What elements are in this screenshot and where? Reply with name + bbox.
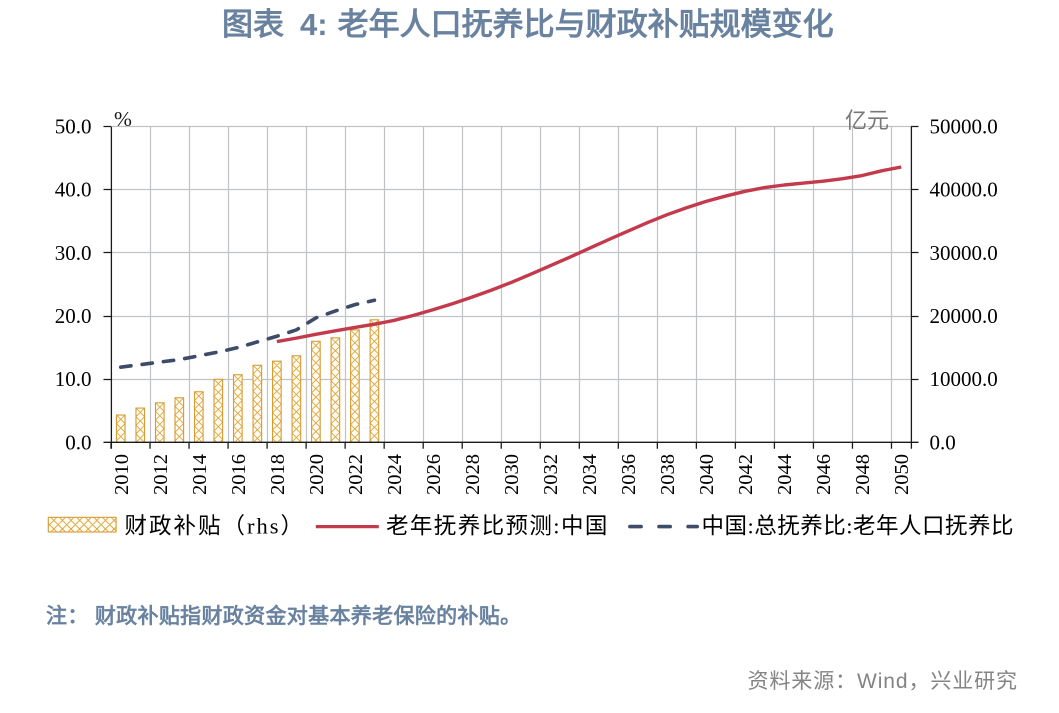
svg-text:2038: 2038 xyxy=(657,454,679,495)
svg-text:图表4:老年人口抚养比与财政补贴规模变化: 图表 4: 老年人口抚养比与财政补贴规模变化 xyxy=(222,7,834,42)
svg-text:财政补贴（rhs）: 财政补贴（rhs） xyxy=(125,514,306,539)
svg-text:2026: 2026 xyxy=(423,454,445,495)
svg-text:2010: 2010 xyxy=(111,454,133,495)
svg-text:30.0: 30.0 xyxy=(55,241,92,265)
svg-text:50000.0: 50000.0 xyxy=(930,115,998,139)
svg-text:2016: 2016 xyxy=(228,454,250,495)
svg-text:30000.0: 30000.0 xyxy=(930,241,998,265)
svg-text:%: % xyxy=(114,107,132,131)
svg-text:资料来源：Wind，兴业研究: 资料来源：Wind，兴业研究 xyxy=(748,670,1018,693)
svg-text:2034: 2034 xyxy=(579,454,601,495)
svg-text:亿元: 亿元 xyxy=(845,108,889,133)
svg-text:2024: 2024 xyxy=(384,454,406,495)
svg-text:2048: 2048 xyxy=(852,454,874,495)
svg-text:2028: 2028 xyxy=(462,454,484,495)
svg-text:注： 财政补贴指财政资金对基本养老保险的补贴。: 注： 财政补贴指财政资金对基本养老保险的补贴。 xyxy=(46,604,521,628)
svg-text:2014: 2014 xyxy=(189,454,211,495)
svg-text:2040: 2040 xyxy=(696,454,718,495)
svg-text:中国:总抚养比:老年人口抚养比: 中国:总抚养比:老年人口抚养比 xyxy=(702,514,1015,539)
svg-text:20.0: 20.0 xyxy=(55,304,92,328)
svg-text:2022: 2022 xyxy=(345,454,367,495)
svg-text:2020: 2020 xyxy=(306,454,328,495)
svg-text:2046: 2046 xyxy=(813,454,835,495)
svg-text:0.0: 0.0 xyxy=(65,430,91,454)
svg-text:10.0: 10.0 xyxy=(55,367,92,391)
svg-text:2018: 2018 xyxy=(267,454,289,495)
svg-text:2050: 2050 xyxy=(891,454,913,495)
svg-text:50.0: 50.0 xyxy=(55,115,92,139)
svg-text:老年抚养比预测:中国: 老年抚养比预测:中国 xyxy=(386,514,609,539)
svg-text:2032: 2032 xyxy=(540,454,562,495)
svg-text:2044: 2044 xyxy=(774,454,796,495)
svg-text:2030: 2030 xyxy=(501,454,523,495)
svg-text:40.0: 40.0 xyxy=(55,178,92,202)
svg-text:2012: 2012 xyxy=(150,454,172,495)
svg-text:2042: 2042 xyxy=(735,454,757,495)
svg-text:0.0: 0.0 xyxy=(930,430,956,454)
svg-text:10000.0: 10000.0 xyxy=(930,367,998,391)
svg-text:40000.0: 40000.0 xyxy=(930,178,998,202)
svg-text:2036: 2036 xyxy=(618,454,640,495)
svg-text:20000.0: 20000.0 xyxy=(930,304,998,328)
